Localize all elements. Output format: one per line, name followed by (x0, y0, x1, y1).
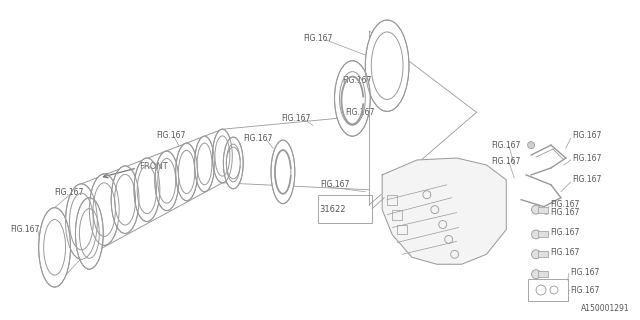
Text: FIG.167: FIG.167 (572, 131, 601, 140)
Text: FIG.167: FIG.167 (550, 228, 579, 237)
Text: FIG.167: FIG.167 (572, 154, 601, 163)
Bar (538, 251, 548, 257)
Bar (397, 225, 407, 235)
Text: FIG.167: FIG.167 (303, 34, 332, 44)
Text: FIG.167: FIG.167 (492, 140, 521, 150)
Text: FIG.167: FIG.167 (570, 285, 599, 294)
Circle shape (532, 270, 541, 279)
Circle shape (532, 230, 541, 239)
Text: FIG.167: FIG.167 (346, 108, 375, 117)
Text: FIG.167: FIG.167 (156, 131, 185, 140)
Text: FIG.167: FIG.167 (243, 134, 273, 143)
Ellipse shape (90, 174, 119, 245)
Ellipse shape (195, 136, 214, 192)
Ellipse shape (134, 158, 160, 221)
Text: FIG.167: FIG.167 (572, 175, 601, 184)
Text: FIG.167: FIG.167 (570, 268, 599, 277)
Text: FIG.167: FIG.167 (281, 114, 310, 123)
Text: FIG.167: FIG.167 (10, 225, 39, 234)
Text: 31622: 31622 (319, 205, 346, 214)
Ellipse shape (271, 140, 295, 204)
Ellipse shape (111, 166, 139, 234)
Ellipse shape (335, 61, 371, 136)
Ellipse shape (223, 137, 243, 189)
Ellipse shape (365, 20, 409, 111)
Ellipse shape (38, 208, 70, 287)
Bar (528, 279, 568, 301)
Bar (387, 195, 397, 205)
Text: FIG.167: FIG.167 (54, 188, 84, 197)
Text: FIG.167: FIG.167 (550, 200, 579, 209)
Text: FIG.167: FIG.167 (550, 208, 579, 217)
Text: FIG.167: FIG.167 (550, 248, 579, 257)
Ellipse shape (65, 184, 97, 259)
Bar (317, 195, 372, 222)
Polygon shape (382, 158, 506, 264)
Ellipse shape (176, 143, 198, 201)
Bar (392, 210, 402, 220)
Text: FIG.167: FIG.167 (492, 157, 521, 166)
Circle shape (532, 250, 541, 259)
Bar (538, 271, 548, 277)
Ellipse shape (212, 129, 232, 183)
Bar (538, 231, 548, 237)
Bar (538, 207, 548, 212)
Text: A150001291: A150001291 (580, 304, 629, 313)
Circle shape (532, 205, 541, 214)
Text: FRONT: FRONT (139, 163, 168, 172)
Circle shape (527, 142, 534, 148)
Text: FIG.167: FIG.167 (342, 76, 372, 85)
Text: FIG.167: FIG.167 (321, 180, 350, 189)
Ellipse shape (155, 151, 179, 211)
Ellipse shape (76, 198, 103, 269)
